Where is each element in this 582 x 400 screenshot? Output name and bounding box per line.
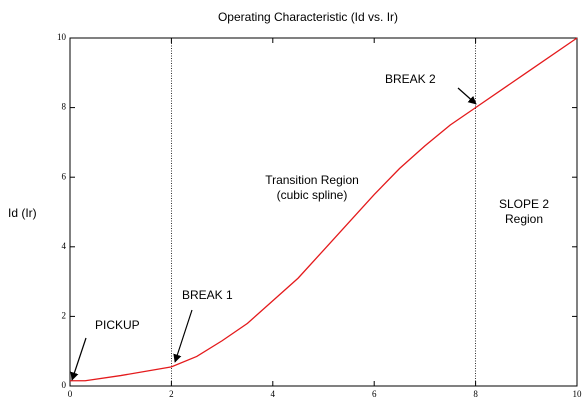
chart-title: Operating Characteristic (Id vs. Ir) — [218, 10, 398, 24]
y-tick-label: 0 — [62, 380, 67, 390]
annotation-arrow — [70, 337, 87, 381]
y-axis-label: Id (Ir) — [8, 206, 37, 220]
y-tick-label: 10 — [57, 32, 67, 42]
y-tick-label: 8 — [62, 102, 67, 112]
x-tick-label: 0 — [68, 389, 73, 399]
curve — [70, 37, 578, 382]
x-tick-label: 4 — [271, 389, 276, 399]
annotation-arrow — [173, 309, 193, 363]
annotation-arrow — [457, 87, 477, 105]
x-tick-label: 2 — [169, 389, 174, 399]
y-tick-label: 6 — [62, 171, 67, 181]
y-tick-label: 2 — [62, 310, 67, 320]
annotation: PICKUP — [95, 318, 140, 332]
annotation: Transition Region — [265, 173, 359, 187]
annotation: Region — [505, 212, 543, 226]
x-tick-label: 10 — [573, 389, 582, 399]
plot-frame — [69, 37, 578, 387]
x-tick-label: 8 — [473, 389, 478, 399]
y-tick-label: 4 — [62, 241, 67, 251]
annotation: BREAK 2 — [385, 72, 436, 86]
x-tick-label: 6 — [372, 389, 377, 399]
annotation: SLOPE 2 — [499, 197, 549, 211]
annotation: BREAK 1 — [182, 288, 233, 302]
annotation: (cubic spline) — [277, 188, 348, 202]
